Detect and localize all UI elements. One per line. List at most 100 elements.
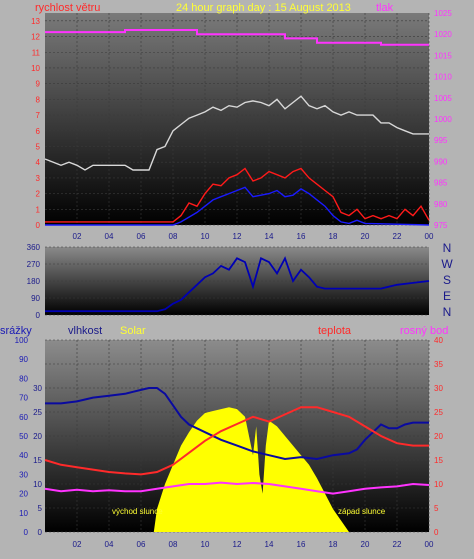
time-tick-label: 10 (201, 540, 210, 549)
series-line-wind_gust (45, 167, 430, 223)
temp-left-tick-label: 25 (33, 408, 42, 417)
time-ticks-bottom: 02 04 06 08 10 12 14 16 18 20 22 00 (73, 540, 434, 549)
wind-direction-series (45, 256, 430, 313)
temp-left-tick-label: 5 (38, 504, 43, 513)
temp-left-tick-label: 10 (33, 480, 42, 489)
direction-tick-label: 360 (27, 243, 41, 252)
time-tick-label: 14 (265, 232, 274, 241)
wind-tick-label: 0 (36, 221, 41, 230)
temp-right-tick-label: 40 (434, 336, 443, 345)
temp-right-tick-label: 25 (434, 408, 443, 417)
temp-left-tick-label: 15 (33, 456, 42, 465)
pressure-tick-label: 985 (434, 179, 448, 188)
temp-left-tick-label: 20 (33, 432, 42, 441)
humidity-label: vlhkost (68, 325, 102, 337)
wind-tick-label: 4 (36, 158, 41, 167)
time-tick-label: 00 (425, 540, 434, 549)
sunset-label: západ slunce (338, 507, 386, 516)
rain-label: srážky (0, 325, 32, 337)
temp-right-tick-label: 35 (434, 360, 443, 369)
humidity-tick-label: 90 (19, 355, 28, 364)
humidity-tick-label: 80 (19, 374, 28, 383)
temp-right-tick-label: 10 (434, 480, 443, 489)
series-line-pressure_axis (45, 29, 429, 46)
time-tick-label: 22 (393, 232, 402, 241)
compass-label: E (443, 289, 451, 303)
humidity-tick-label: 0 (24, 528, 29, 537)
series-line-temperature (44, 406, 429, 476)
wind-pressure-grid (45, 13, 430, 226)
time-tick-label: 16 (297, 232, 306, 241)
time-tick-label: 10 (201, 232, 210, 241)
solar-radiation-area (153, 407, 349, 532)
time-tick-label: 14 (265, 540, 274, 549)
series-line-dewpoint (44, 481, 430, 495)
pressure-tick-label: 1015 (434, 51, 452, 60)
direction-tick-label: 270 (27, 260, 41, 269)
direction-tick-label: 90 (31, 294, 40, 303)
pressure-tick-label: 995 (434, 136, 448, 145)
time-tick-label: 20 (361, 232, 370, 241)
time-tick-label: 12 (233, 232, 242, 241)
wind-tick-label: 7 (36, 111, 41, 120)
direction-tick-label: 180 (27, 277, 41, 286)
time-tick-label: 00 (425, 232, 434, 241)
wind-tick-label: 12 (31, 33, 40, 42)
time-ticks-top: 02 04 06 08 10 12 14 16 18 20 22 00 (73, 232, 434, 241)
humidity-tick-label: 50 (19, 432, 28, 441)
temp-right-tick-label: 5 (434, 504, 439, 513)
wind-tick-label: 11 (32, 48, 41, 57)
time-tick-label: 12 (233, 540, 242, 549)
chart-title: 24 hour graph day : 15 August 2013 (176, 2, 351, 14)
temp-right-tick-label: 15 (434, 456, 443, 465)
time-tick-label: 04 (105, 540, 114, 549)
wind-tick-label: 6 (36, 127, 41, 136)
compass-label: W (441, 257, 453, 271)
pressure-tick-label: 1005 (434, 94, 452, 103)
compass-label: N (443, 241, 452, 255)
temp-right-tick-label: 0 (434, 528, 439, 537)
wind-direction-line (45, 256, 430, 313)
weather-series (44, 387, 430, 495)
solar-area (153, 407, 349, 532)
temp-right-tick-label: 30 (434, 384, 443, 393)
humidity-tick-label: 40 (19, 451, 28, 460)
pressure-label: tlak (376, 2, 394, 14)
humidity-ticks: 0 5 10 15 20 25 30 (33, 384, 42, 537)
weather-grid (45, 339, 430, 533)
time-tick-label: 18 (329, 232, 338, 241)
time-tick-label: 08 (169, 540, 178, 549)
time-tick-label: 20 (361, 540, 370, 549)
humidity-tick-label: 100 (15, 336, 29, 345)
wind-tick-label: 5 (36, 142, 41, 151)
temp-left-tick-label: 0 (38, 528, 43, 537)
wind-tick-label: 2 (36, 190, 41, 199)
time-tick-label: 08 (169, 232, 178, 241)
time-tick-label: 02 (73, 540, 82, 549)
wind-tick-label: 13 (31, 17, 40, 26)
temp-right-tick-label: 20 (434, 432, 443, 441)
time-tick-label: 16 (297, 540, 306, 549)
humidity-tick-label: 70 (19, 394, 28, 403)
humidity-tick-label: 60 (19, 413, 28, 422)
humidity-tick-label: 20 (19, 490, 28, 499)
time-tick-label: 04 (105, 232, 114, 241)
compass-label: N (443, 305, 452, 319)
time-tick-label: 06 (137, 232, 146, 241)
pressure-tick-label: 975 (434, 221, 448, 230)
temperature-ticks: 0 5 10 15 20 25 30 35 40 (434, 336, 443, 537)
wind-direction-grid (45, 246, 429, 316)
time-tick-label: 18 (329, 540, 338, 549)
wind-pressure-series (44, 29, 430, 226)
wind-direction-ticks: 0 90 180 270 360 (27, 243, 41, 320)
temp-left-tick-label: 30 (33, 384, 42, 393)
direction-tick-label: 0 (36, 311, 41, 320)
pressure-tick-label: 1020 (434, 30, 452, 39)
compass-label: S (443, 273, 451, 287)
humidity-tick-label: 10 (19, 509, 28, 518)
wind-tick-label: 1 (36, 205, 41, 214)
